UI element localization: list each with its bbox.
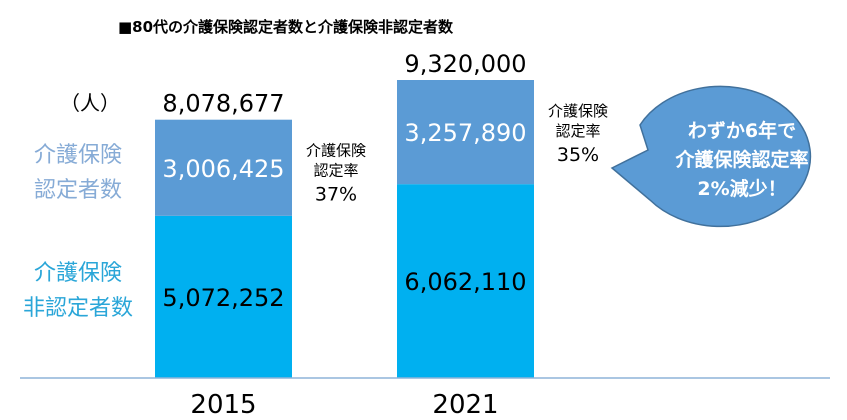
x-tick-label: 2021 (432, 390, 498, 420)
legend-unapproved-line2: 非認定者数 (23, 296, 133, 321)
bar-approved-2021 (397, 80, 534, 185)
rate-value: 37% (315, 184, 357, 206)
total-label: 8,078,677 (162, 90, 284, 118)
legend-approved-line2: 認定者数 (34, 178, 122, 203)
callout-bubble: わずか6年で 介護保険認定率 2%減少！ (610, 85, 812, 228)
callout-line2: 介護保険認定率 (674, 148, 808, 171)
bar-unapproved-2021 (397, 184, 534, 378)
bar-value-label: 3,257,890 (404, 119, 526, 147)
rate-label-line2: 認定率 (555, 122, 600, 140)
bar-unapproved-2015 (155, 215, 292, 378)
bar-value-label: 6,062,110 (404, 268, 526, 296)
rate-label-line1: 介護保険 (548, 102, 608, 120)
chart-title: ■80代の介護保険認定者数と介護保険非認定者数 (118, 18, 454, 36)
rate-label-line1: 介護保険 (306, 142, 366, 160)
rate-value: 35% (557, 144, 599, 166)
bar-value-label: 3,006,425 (162, 155, 284, 183)
legend-unapproved-line1: 介護保険 (34, 261, 122, 286)
x-tick-label: 2015 (190, 390, 256, 420)
unit-label: （人） (60, 91, 120, 115)
callout-line3: 2%減少！ (697, 177, 786, 200)
legend-approved-line1: 介護保険 (34, 143, 122, 168)
callout-line1: わずか6年で (688, 119, 796, 142)
bar-value-label: 5,072,252 (162, 284, 284, 312)
bar-approved-2015 (155, 119, 292, 216)
total-label: 9,320,000 (404, 50, 526, 78)
rate-label-line2: 認定率 (313, 162, 358, 180)
